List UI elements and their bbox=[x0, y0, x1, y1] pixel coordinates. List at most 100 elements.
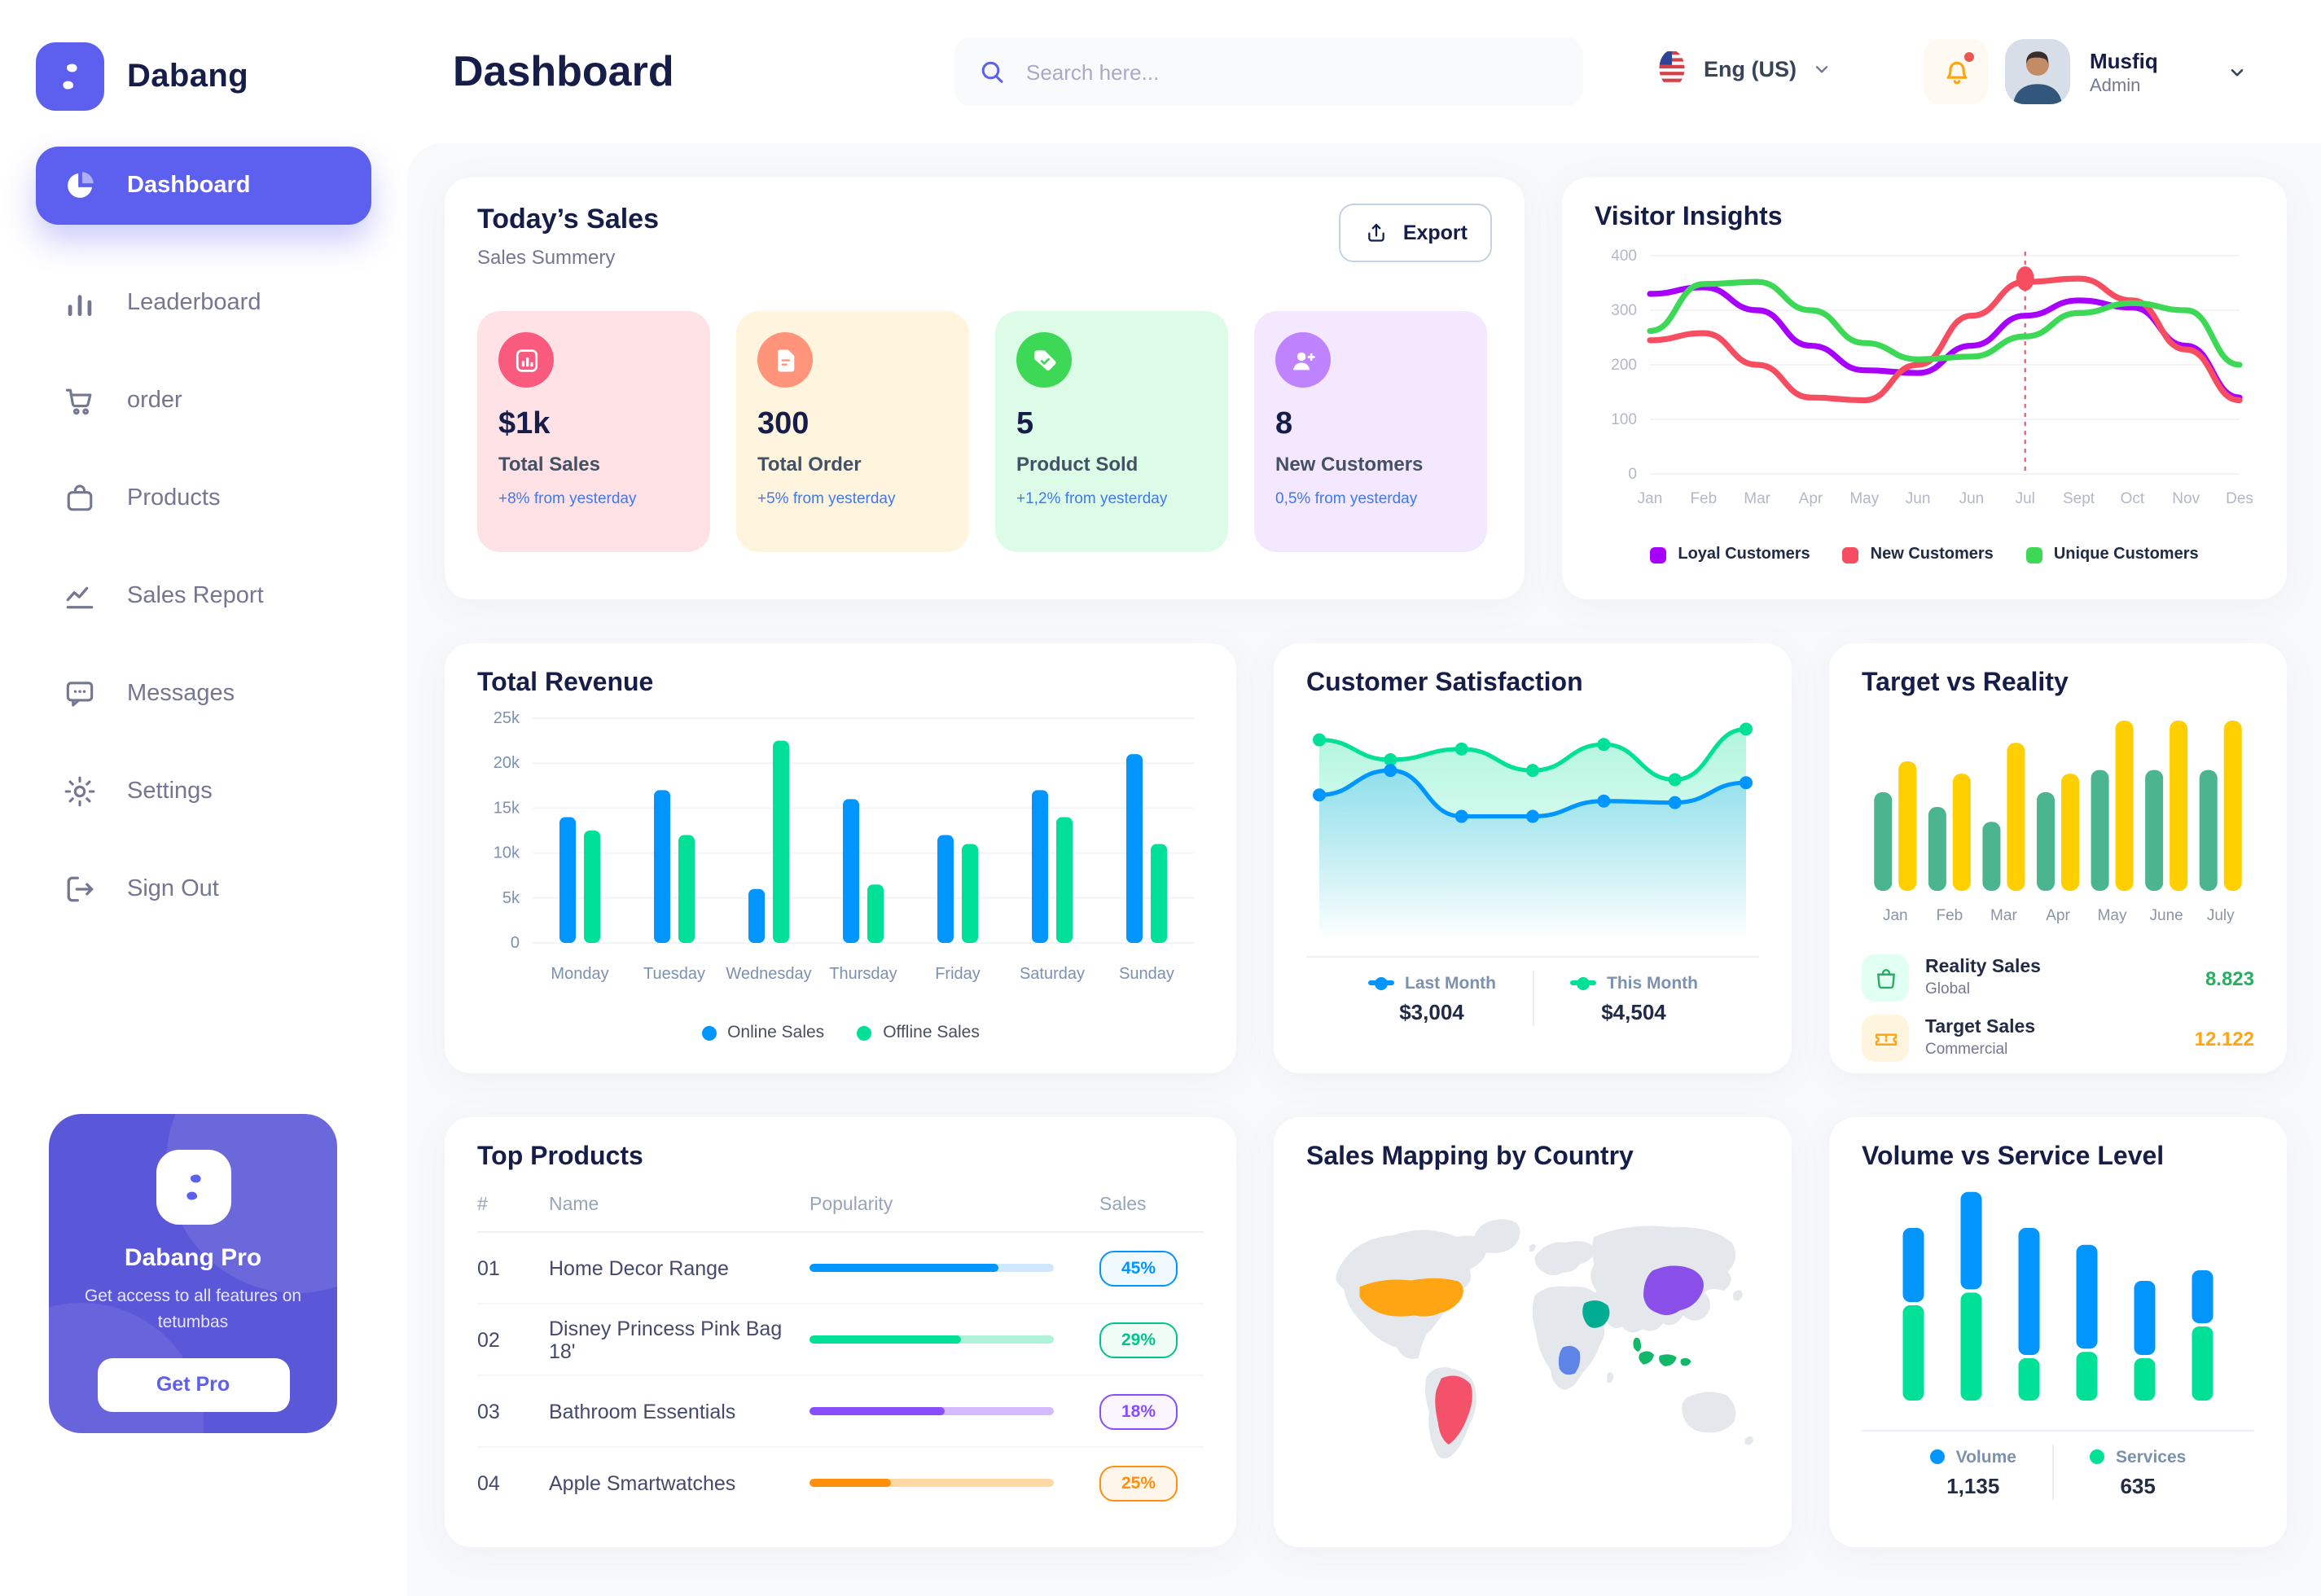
pro-card: Dabang Pro Get access to all features on… bbox=[49, 1114, 337, 1433]
stat-value: 300 bbox=[757, 407, 809, 441]
svg-text:Jun: Jun bbox=[1906, 490, 1931, 507]
stat-label: Product Sold bbox=[1016, 453, 1139, 476]
ticket-icon bbox=[1862, 1015, 1909, 1062]
sales-mapping-card: Sales Mapping by Country bbox=[1274, 1117, 1792, 1547]
svg-text:May: May bbox=[2098, 907, 2127, 924]
target-vs-reality-legend: Reality Sales Global 8.823 Target Sales Comm… bbox=[1862, 954, 2254, 1062]
top-products-table: # Name Popularity Sales 01 Home Decor Range 4… bbox=[477, 1189, 1204, 1518]
legend-item: Offline Sales bbox=[857, 1023, 980, 1042]
todays-sales-subtitle: Sales Summery bbox=[477, 246, 616, 269]
search-input[interactable] bbox=[1023, 58, 1518, 86]
divider bbox=[1306, 956, 1759, 958]
sidebar-item-products[interactable]: Products bbox=[36, 459, 371, 537]
sidebar-item-dashboard[interactable]: Dashboard bbox=[36, 147, 371, 225]
svg-text:Monday: Monday bbox=[551, 965, 608, 983]
product-name: Apple Smartwatches bbox=[549, 1471, 736, 1494]
sidebar-item-leaderboard[interactable]: Leaderboard bbox=[36, 264, 371, 342]
language-label: Eng (US) bbox=[1704, 56, 1797, 81]
stat-card-total-order: 300 Total Order +5% from yesterday bbox=[736, 311, 969, 552]
table-row: 03 Bathroom Essentials 18% bbox=[477, 1375, 1204, 1448]
bag-icon bbox=[1862, 954, 1909, 1002]
sidebar-item-order[interactable]: order bbox=[36, 362, 371, 440]
continent-greenland bbox=[1472, 1219, 1520, 1253]
customer-satisfaction-title: Customer Satisfaction bbox=[1306, 669, 1583, 697]
sidebar-item-label: Sign Out bbox=[127, 876, 219, 902]
stat-label: Total Sales bbox=[498, 453, 600, 476]
svg-text:Friday: Friday bbox=[935, 965, 981, 983]
country-china bbox=[1643, 1265, 1704, 1316]
column-header: Popularity bbox=[809, 1189, 1099, 1233]
sidebar-item-sales-report[interactable]: Sales Report bbox=[36, 557, 371, 635]
stat-cards-row: $1k Total Sales +8% from yesterday 300 Total… bbox=[477, 311, 1492, 552]
sales-badge: 25% bbox=[1099, 1465, 1178, 1501]
chart-icon bbox=[498, 332, 554, 388]
user-menu[interactable]: Musfiq Admin bbox=[2005, 39, 2248, 104]
svg-text:0: 0 bbox=[511, 934, 520, 952]
svg-text:Sunday: Sunday bbox=[1119, 965, 1174, 983]
sidebar-item-label: order bbox=[127, 388, 182, 414]
legend-item: Target Sales Commercial 12.122 bbox=[1862, 1015, 2254, 1062]
avatar bbox=[2005, 39, 2070, 104]
chevron-down-icon bbox=[1811, 58, 1832, 79]
product-name: Disney Princess Pink Bag 18' bbox=[549, 1304, 809, 1376]
sidebar-item-sign-out[interactable]: Sign Out bbox=[36, 850, 371, 928]
notification-button[interactable] bbox=[1924, 39, 1989, 104]
language-selector[interactable]: Eng (US) bbox=[1655, 47, 1832, 90]
user-role: Admin bbox=[2090, 76, 2141, 95]
us-flag-icon bbox=[1655, 47, 1689, 90]
svg-text:Jul: Jul bbox=[2016, 490, 2035, 507]
svg-text:Jun: Jun bbox=[1959, 490, 1985, 507]
brand-logo-icon bbox=[36, 42, 104, 111]
stat-card-total-sales: $1k Total Sales +8% from yesterday bbox=[477, 311, 710, 552]
stat-value: 5 bbox=[1016, 407, 1034, 441]
sidebar-item-label: Products bbox=[127, 485, 221, 511]
stat-delta: +5% from yesterday bbox=[757, 490, 896, 508]
todays-sales-card: Today’s Sales Sales Summery Export $1k To… bbox=[445, 178, 1525, 599]
divider bbox=[1862, 1430, 2254, 1432]
visitor-insights-chart: 0 100 200 300 400 Jan Feb Mar Apr May Jun Jun Jul Sep… bbox=[1611, 248, 2253, 507]
notification-dot bbox=[1964, 52, 1974, 62]
target-vs-reality-card: Target vs Reality Jan Feb Mar Apr May June Jul… bbox=[1829, 643, 2287, 1073]
column-header: Name bbox=[549, 1189, 809, 1233]
country-brazil bbox=[1435, 1375, 1472, 1445]
island-uk bbox=[1529, 1243, 1536, 1252]
total-revenue-chart: 0 5k 10k 15k 20k 25k Monday Tuesday Wednesday Thu… bbox=[494, 709, 1194, 983]
search-bar bbox=[954, 37, 1583, 106]
table-header-row: # Name Popularity Sales bbox=[477, 1189, 1204, 1233]
svg-text:July: July bbox=[2207, 907, 2235, 924]
visitor-insights-card: Visitor Insights 0 100 200 300 400 Jan Feb Mar A… bbox=[1562, 178, 2287, 599]
topbar: Dashboard Eng (US) bbox=[407, 0, 2321, 143]
brand-name: Dabang bbox=[127, 58, 249, 94]
user-chevron-icon bbox=[2227, 61, 2248, 82]
country-dem-rep-congo bbox=[1558, 1345, 1581, 1375]
stat-label: Total Order bbox=[757, 453, 862, 476]
pie-icon bbox=[62, 168, 98, 204]
chat-icon bbox=[62, 676, 98, 712]
get-pro-button[interactable]: Get Pro bbox=[97, 1357, 289, 1412]
export-button[interactable]: Export bbox=[1339, 204, 1492, 262]
svg-text:Oct: Oct bbox=[2121, 490, 2145, 507]
legend-item: New Customers bbox=[1842, 546, 1994, 563]
volume-vs-service-card: Volume vs Service Level Volume 1,135 Servi… bbox=[1829, 1117, 2287, 1547]
svg-text:Des: Des bbox=[2226, 490, 2253, 507]
legend-item: Services 635 bbox=[2089, 1447, 2186, 1497]
svg-text:Feb: Feb bbox=[1936, 907, 1963, 924]
column-header: Sales bbox=[1099, 1189, 1204, 1233]
product-num: 01 bbox=[477, 1232, 549, 1304]
table-row: 02 Disney Princess Pink Bag 18' 29% bbox=[477, 1304, 1204, 1376]
world-map bbox=[1336, 1219, 1754, 1459]
legend-item: Volume 1,135 bbox=[1929, 1447, 2016, 1497]
popularity-bar bbox=[809, 1264, 1054, 1272]
stat-delta: +8% from yesterday bbox=[498, 490, 637, 508]
product-num: 02 bbox=[477, 1304, 549, 1376]
svg-text:Mar: Mar bbox=[1990, 907, 2017, 924]
island-new-zealand bbox=[1744, 1436, 1754, 1445]
sidebar-item-messages[interactable]: Messages bbox=[36, 655, 371, 733]
target-vs-reality-title: Target vs Reality bbox=[1862, 669, 2069, 697]
svg-text:Wednesday: Wednesday bbox=[726, 965, 811, 983]
top-products-card: Top Products # Name Popularity Sales 01 Home… bbox=[445, 1117, 1236, 1547]
sidebar-item-settings[interactable]: Settings bbox=[36, 752, 371, 831]
popularity-bar bbox=[809, 1335, 1054, 1344]
svg-text:Jan: Jan bbox=[1883, 907, 1908, 924]
legend-separator bbox=[2051, 1445, 2054, 1500]
